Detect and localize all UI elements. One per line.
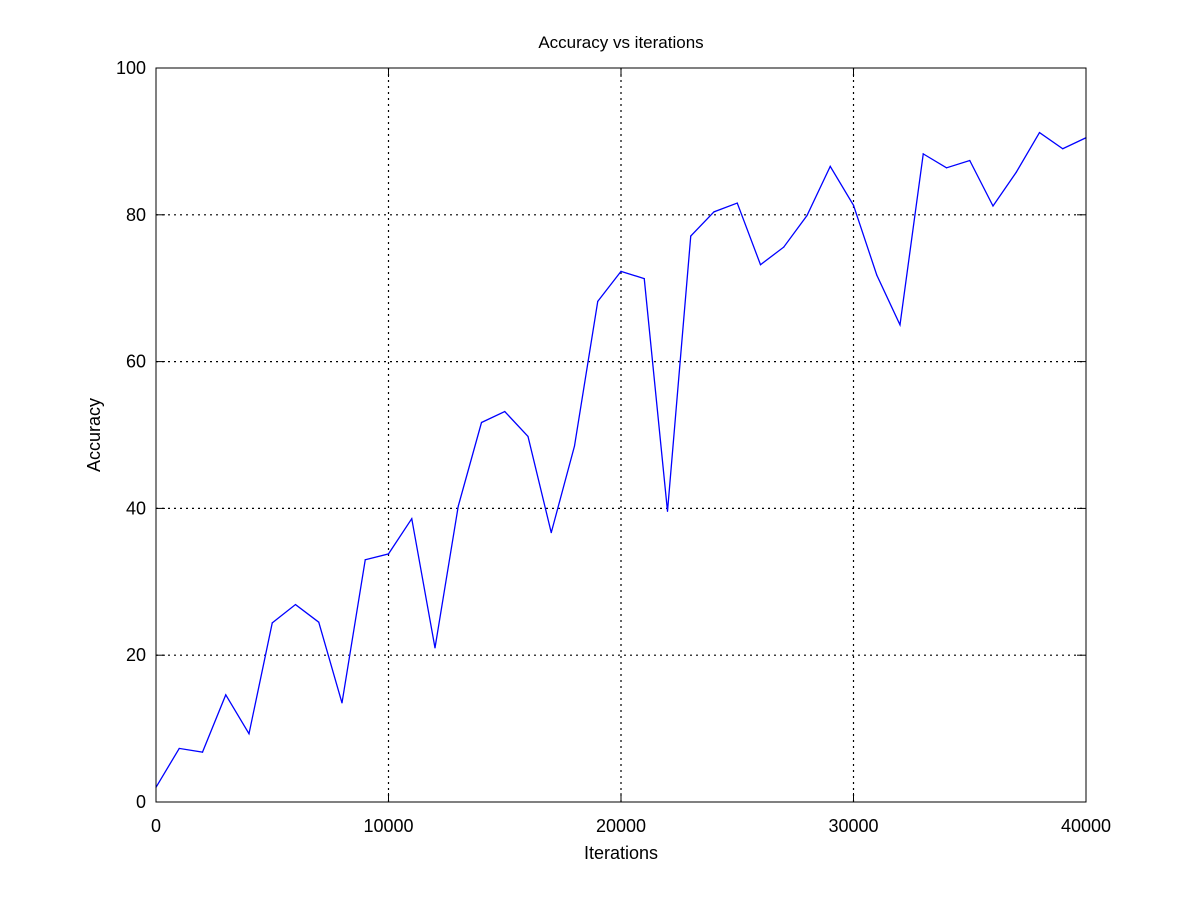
- data-point: [434, 647, 436, 649]
- x-tick-label: 30000: [828, 816, 878, 836]
- x-tick-label: 20000: [596, 816, 646, 836]
- data-point: [876, 274, 878, 276]
- data-point: [806, 214, 808, 217]
- data-point: [271, 622, 273, 624]
- data-point: [620, 270, 622, 272]
- data-point: [969, 159, 971, 162]
- data-point: [341, 702, 343, 704]
- chart-title: Accuracy vs iterations: [538, 33, 703, 52]
- y-tick-label: 80: [126, 205, 146, 225]
- data-point: [504, 410, 506, 413]
- data-point: [643, 278, 645, 280]
- data-point: [480, 421, 483, 424]
- data-point: [1062, 148, 1064, 150]
- data-point: [318, 621, 320, 623]
- y-tick-label: 100: [116, 58, 146, 78]
- x-tick-label: 0: [151, 816, 161, 836]
- data-point: [736, 202, 738, 204]
- data-point: [294, 603, 297, 606]
- y-tick-label: 40: [126, 498, 146, 518]
- y-tick-label: 20: [126, 645, 146, 665]
- data-point: [852, 204, 855, 206]
- data-point: [178, 747, 180, 750]
- data-point: [225, 694, 227, 696]
- data-point: [550, 532, 552, 534]
- y-tick-label: 0: [136, 792, 146, 812]
- axis-ticks: [155, 67, 1087, 803]
- series-layer: [155, 131, 1087, 788]
- data-point: [597, 300, 599, 303]
- grid-lines: [156, 68, 1086, 802]
- data-point: [1015, 171, 1017, 173]
- y-axis-label: Accuracy: [84, 398, 104, 472]
- data-point: [411, 518, 413, 520]
- data-point: [201, 751, 204, 753]
- data-point: [829, 165, 831, 167]
- data-point: [992, 205, 994, 207]
- data-point: [922, 153, 924, 155]
- data-point: [457, 505, 459, 507]
- x-axis-label: Iterations: [584, 843, 658, 863]
- data-point: [387, 553, 390, 555]
- data-point: [899, 324, 901, 326]
- y-tick-label: 60: [126, 352, 146, 372]
- data-point: [573, 445, 576, 447]
- x-tick-label: 10000: [363, 816, 413, 836]
- data-point: [759, 264, 762, 266]
- data-point: [945, 167, 948, 169]
- data-point: [713, 211, 715, 213]
- tick-labels: 0 10000 20000 30000 40000 0 20 40 60 80 100: [116, 58, 1111, 836]
- data-point: [690, 235, 692, 237]
- data-point: [666, 510, 669, 512]
- data-point: [783, 246, 785, 248]
- data-point: [364, 559, 366, 561]
- data-point: [527, 435, 529, 438]
- data-point: [1038, 131, 1041, 134]
- data-point: [248, 733, 250, 735]
- x-tick-label: 40000: [1061, 816, 1111, 836]
